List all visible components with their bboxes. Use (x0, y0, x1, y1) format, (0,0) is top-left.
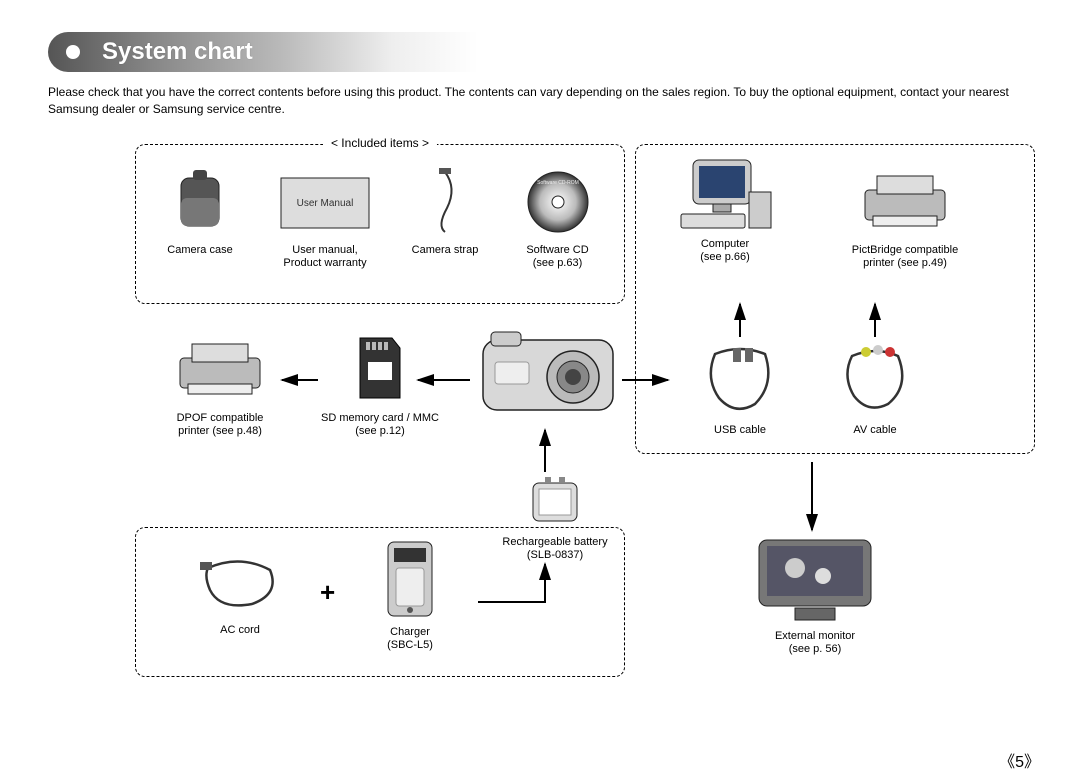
page-title: System chart (102, 38, 253, 66)
header: System chart (0, 32, 1080, 74)
header-dot-icon (66, 45, 80, 59)
header-pill: System chart (48, 32, 478, 72)
intro-text: Please check that you have the correct c… (48, 84, 1032, 118)
page-number: 《5》 (999, 748, 1040, 772)
arrows-layer (0, 132, 1080, 692)
diagram-canvas: < Included items > Camera case User Manu… (0, 132, 1080, 692)
